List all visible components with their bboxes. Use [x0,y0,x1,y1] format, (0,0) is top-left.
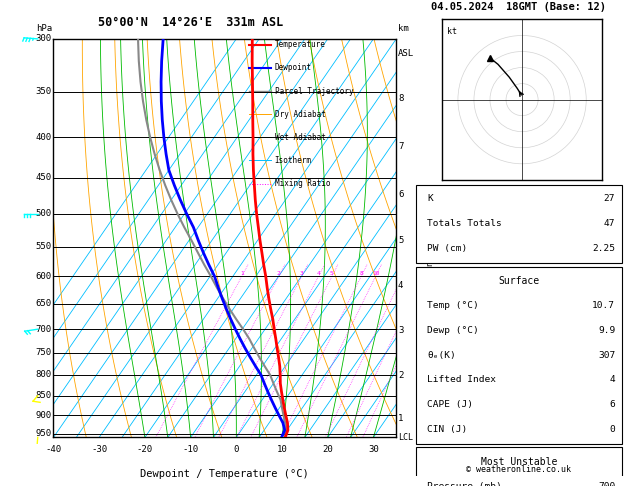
Text: Totals Totals: Totals Totals [427,219,502,228]
Text: 47: 47 [604,219,615,228]
Text: 30: 30 [368,445,379,454]
Text: Mixing Ratio: Mixing Ratio [275,179,330,188]
Text: 5: 5 [330,271,334,277]
Text: Dry Adiabat: Dry Adiabat [275,110,325,119]
Text: ASL: ASL [398,49,414,58]
Text: 450: 450 [36,174,52,182]
Text: 6: 6 [398,190,403,199]
Bar [416,266,621,444]
Text: Temperature: Temperature [275,40,325,50]
Text: Pressure (mb): Pressure (mb) [427,482,502,486]
Text: 350: 350 [36,87,52,96]
Text: Isotherm: Isotherm [275,156,311,165]
Text: 10.7: 10.7 [592,301,615,310]
Text: © weatheronline.co.uk: © weatheronline.co.uk [467,465,571,474]
Bar [416,448,621,486]
Text: 700: 700 [36,325,52,334]
Text: 4: 4 [610,375,615,384]
Text: hPa: hPa [36,24,52,33]
Text: 400: 400 [36,133,52,142]
Text: 20: 20 [322,445,333,454]
Text: 4: 4 [316,271,320,277]
Text: 850: 850 [36,391,52,400]
Text: 300: 300 [36,35,52,43]
Text: 950: 950 [36,429,52,438]
Text: 650: 650 [36,299,52,308]
Text: 10: 10 [277,445,287,454]
Text: 750: 750 [36,348,52,357]
Text: 6: 6 [610,400,615,409]
Text: -10: -10 [182,445,199,454]
Text: 10: 10 [372,271,379,277]
Text: 900: 900 [36,411,52,420]
Text: LCL: LCL [398,433,413,442]
Text: Surface: Surface [498,276,540,286]
Text: Parcel Trajectory: Parcel Trajectory [275,87,353,96]
Text: Dewpoint / Temperature (°C): Dewpoint / Temperature (°C) [140,469,309,479]
Text: km: km [398,24,409,33]
Text: 8: 8 [359,271,363,277]
Text: 0: 0 [233,445,239,454]
Text: 2: 2 [277,271,281,277]
Text: 50°00'N  14°26'E  331m ASL: 50°00'N 14°26'E 331m ASL [98,16,283,29]
Text: K: K [427,194,433,203]
Text: -30: -30 [91,445,107,454]
Text: Lifted Index: Lifted Index [427,375,496,384]
Text: -40: -40 [45,445,62,454]
Text: Most Unstable: Most Unstable [481,457,557,467]
Text: 7: 7 [398,142,403,151]
Text: 600: 600 [36,272,52,281]
Text: 4: 4 [398,281,403,291]
Text: 3: 3 [398,326,403,335]
Text: 1: 1 [398,414,403,423]
Text: CAPE (J): CAPE (J) [427,400,473,409]
Text: 5: 5 [398,236,403,245]
Text: CIN (J): CIN (J) [427,425,467,434]
Text: 2.25: 2.25 [592,244,615,253]
Text: 9.9: 9.9 [598,326,615,335]
Text: 307: 307 [598,350,615,360]
Text: kt: kt [447,27,457,36]
Text: 3: 3 [300,271,304,277]
Text: 0: 0 [610,425,615,434]
Text: 550: 550 [36,242,52,251]
Text: θₑ(K): θₑ(K) [427,350,456,360]
Text: 2: 2 [398,371,403,380]
Text: -20: -20 [137,445,153,454]
Text: PW (cm): PW (cm) [427,244,467,253]
Text: Temp (°C): Temp (°C) [427,301,479,310]
Text: Dewp (°C): Dewp (°C) [427,326,479,335]
Text: Mixing Ratio (g/kg): Mixing Ratio (g/kg) [426,191,435,286]
Text: 8: 8 [398,94,403,103]
Text: 500: 500 [36,209,52,218]
Text: 1: 1 [240,271,243,277]
Text: 700: 700 [598,482,615,486]
Text: 800: 800 [36,370,52,380]
Bar [416,185,621,263]
Text: Dewpoint: Dewpoint [275,64,311,72]
Text: 27: 27 [604,194,615,203]
Text: Wet Adiabat: Wet Adiabat [275,133,325,142]
Text: 04.05.2024  18GMT (Base: 12): 04.05.2024 18GMT (Base: 12) [431,2,606,12]
